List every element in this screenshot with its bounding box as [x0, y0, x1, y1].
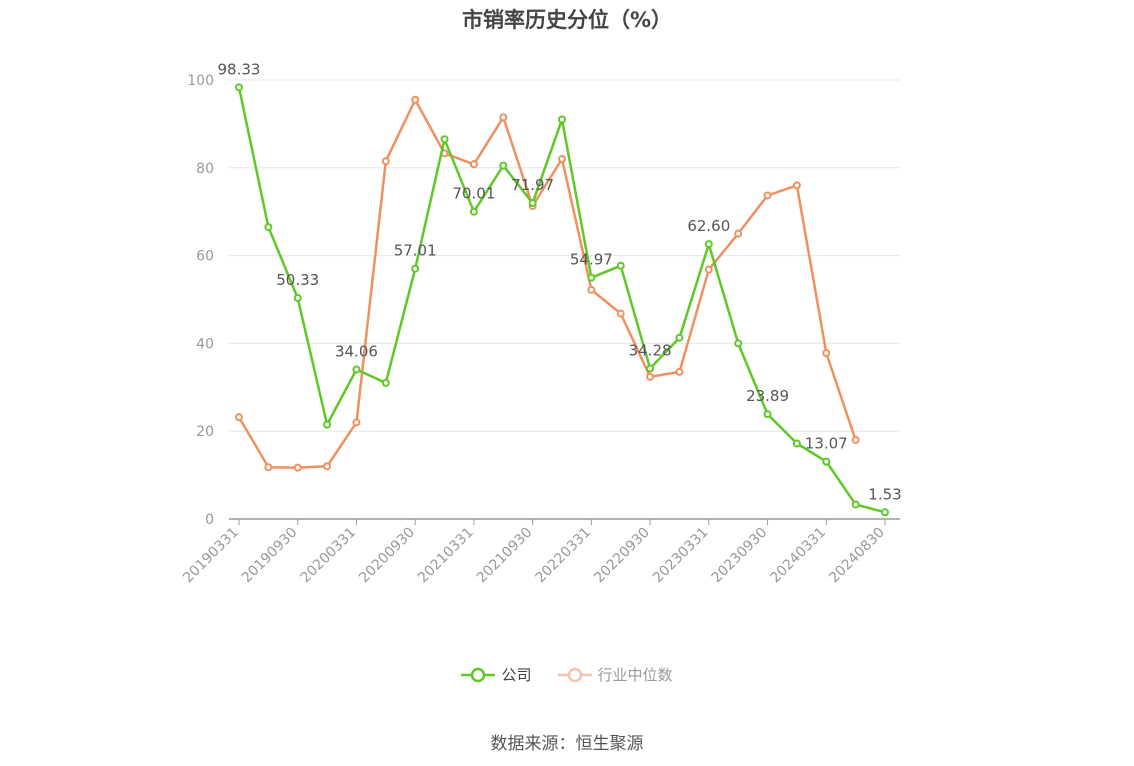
data-point	[822, 457, 831, 466]
data-label: 71.97	[511, 176, 554, 194]
legend-label: 行业中位数	[597, 666, 673, 684]
data-point	[381, 378, 390, 387]
y-tick-label: 80	[196, 161, 214, 177]
legend-swatch	[557, 667, 592, 682]
x-tick-label: 20200331	[298, 525, 360, 587]
data-label: 34.06	[335, 342, 378, 360]
data-point	[792, 181, 801, 190]
data-point	[851, 500, 860, 509]
data-point	[616, 309, 625, 318]
data-label: 70.01	[452, 185, 495, 203]
data-point	[352, 365, 361, 374]
data-point	[293, 463, 302, 472]
legend-item[interactable]: 行业中位数	[557, 664, 673, 685]
y-tick-label: 20	[196, 424, 214, 440]
legend-marker	[567, 667, 582, 682]
data-point	[528, 199, 537, 208]
chart-title: 市销率历史分位（%）	[461, 8, 673, 32]
data-label: 13.07	[805, 435, 848, 453]
x-tick-label: 20190331	[180, 525, 242, 587]
data-point	[293, 294, 302, 303]
data-point	[734, 339, 743, 348]
data-label: 62.60	[687, 217, 730, 235]
data-point	[675, 333, 684, 342]
data-label: 1.53	[868, 485, 901, 503]
data-point	[851, 435, 860, 444]
data-point	[411, 95, 420, 104]
data-label: 23.89	[746, 387, 789, 405]
x-tick-label: 20230331	[650, 525, 712, 587]
series-line-行业中位数	[237, 98, 857, 469]
data-point	[323, 462, 332, 471]
x-tick-label: 20240830	[826, 525, 888, 587]
y-tick-label: 40	[196, 336, 214, 352]
x-tick-label: 20210930	[474, 525, 536, 587]
source-note: 数据来源：恒生聚源	[490, 734, 644, 754]
data-point	[646, 372, 655, 381]
data-point	[558, 155, 566, 164]
data-label: 54.97	[570, 251, 613, 269]
data-point	[411, 264, 420, 273]
x-tick-label: 20220930	[591, 525, 653, 587]
data-point	[675, 367, 684, 376]
data-point	[881, 508, 889, 517]
data-label: 34.28	[629, 342, 672, 360]
legend-swatch	[461, 667, 496, 682]
data-point	[381, 157, 390, 166]
data-point	[323, 420, 332, 429]
data-point	[469, 207, 478, 216]
data-point	[734, 229, 743, 238]
data-point	[792, 439, 801, 448]
legend-label: 公司	[501, 666, 532, 684]
x-tick-label: 20230930	[709, 525, 771, 587]
data-point	[440, 135, 449, 144]
data-label: 50.33	[276, 271, 319, 289]
data-point	[763, 410, 772, 419]
data-point	[469, 160, 478, 169]
data-point	[587, 285, 596, 294]
data-label: 98.33	[218, 60, 261, 78]
x-tick-label: 20200930	[356, 525, 418, 587]
x-tick-label: 20220331	[532, 525, 594, 587]
data-point	[558, 115, 566, 124]
series-line-公司	[237, 87, 886, 514]
data-point	[264, 463, 273, 472]
data-point	[616, 261, 625, 270]
x-tick-label: 20210331	[415, 525, 477, 587]
data-point	[587, 273, 596, 282]
legend: 公司 行业中位数	[0, 664, 1134, 685]
y-tick-label: 100	[187, 73, 214, 89]
legend-marker	[471, 667, 486, 682]
data-point	[499, 161, 508, 170]
legend-item[interactable]: 公司	[461, 664, 532, 685]
x-tick-label: 20190930	[239, 525, 301, 587]
data-point	[499, 113, 508, 122]
data-point	[704, 240, 713, 249]
data-point	[235, 413, 243, 422]
data-point	[822, 349, 831, 358]
data-point	[704, 265, 713, 274]
data-point	[763, 191, 772, 200]
y-tick-label: 60	[196, 249, 214, 265]
data-point	[264, 223, 273, 232]
data-point	[646, 364, 655, 373]
y-tick-label: 0	[205, 512, 214, 528]
data-label: 57.01	[394, 242, 437, 260]
data-point	[352, 418, 361, 427]
x-tick-label: 20240331	[767, 525, 829, 587]
data-point	[235, 83, 243, 92]
